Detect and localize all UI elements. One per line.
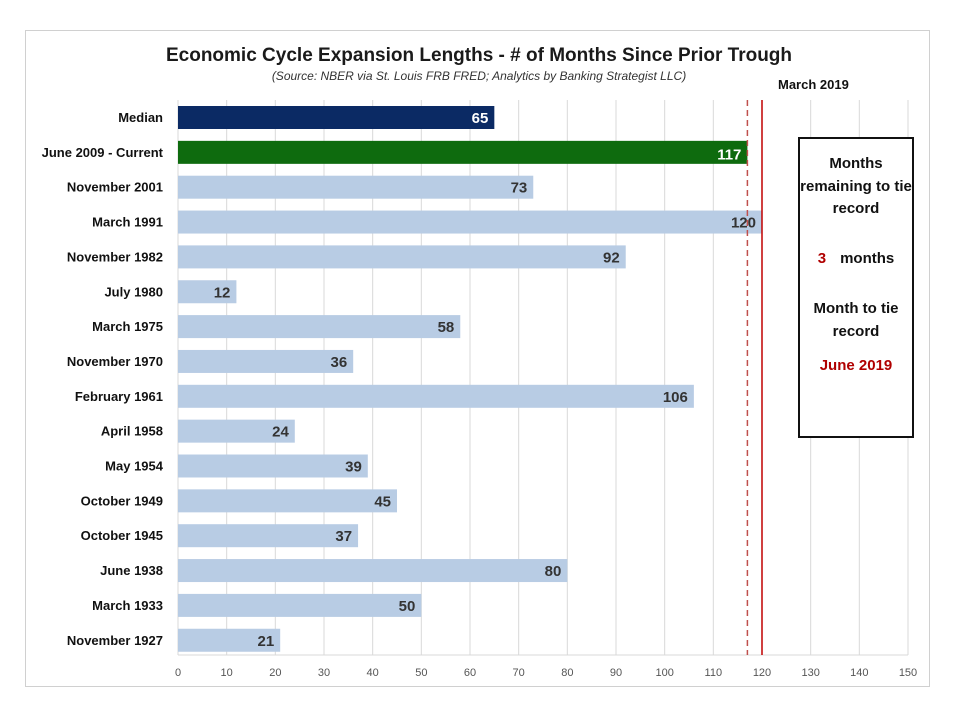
x-tick-label: 80: [561, 667, 573, 679]
months-remaining-value: 3 months: [800, 250, 912, 267]
bar-value-label: 24: [272, 424, 289, 441]
bar: [178, 106, 495, 129]
bar-value-label: 80: [545, 563, 562, 580]
bar-value-label: 37: [335, 528, 352, 545]
bar: [178, 489, 397, 513]
bar-value-label: 45: [374, 493, 391, 510]
category-label: March 1991: [92, 215, 163, 230]
bar: [178, 419, 295, 443]
x-tick-label: 140: [850, 667, 868, 679]
bar: [178, 559, 568, 583]
month-to-tie-label: Month to tie record: [813, 300, 899, 340]
chart-title: Economic Cycle Expansion Lengths - # of …: [166, 45, 792, 66]
bar: [178, 454, 368, 478]
reference-line-label: March 2019: [778, 77, 849, 92]
x-tick-label: 20: [269, 667, 281, 679]
x-tick-label: 10: [221, 667, 233, 679]
category-label: April 1958: [101, 424, 163, 439]
category-label: Median: [118, 110, 163, 125]
x-axis-ticks: 0 10 20 30 40 50 60 70 80 90 100 110 120 130 140 150: [175, 667, 917, 679]
x-tick-label: 90: [610, 667, 622, 679]
months-remaining-label: Months remaining to tie record: [800, 155, 912, 217]
bar-value-label: 36: [331, 354, 348, 371]
bar: [178, 315, 461, 339]
category-label: March 1933: [92, 598, 163, 613]
bar-value-label: 117: [717, 146, 741, 163]
bar: [178, 628, 281, 652]
x-tick-label: 60: [464, 667, 476, 679]
category-label: March 1975: [92, 319, 163, 334]
month-to-tie-value: June 2019: [819, 357, 893, 374]
x-tick-label: 120: [753, 667, 771, 679]
x-tick-label: 110: [705, 667, 723, 679]
category-label: February 1961: [75, 389, 163, 404]
reference-lines: March 2019: [746, 77, 849, 655]
chart-subtitle: (Source: NBER via St. Louis FRB FRED; An…: [272, 69, 686, 83]
bar: [178, 349, 354, 373]
category-label: May 1954: [105, 459, 164, 474]
category-label: November 2001: [67, 180, 163, 195]
category-label: June 2009 - Current: [42, 145, 164, 160]
bar: [178, 280, 237, 304]
category-label: October 1945: [81, 528, 163, 543]
bar: [178, 245, 626, 269]
bar-value-label: 39: [345, 459, 362, 476]
category-label: November 1970: [67, 354, 163, 369]
category-label: November 1982: [67, 249, 163, 264]
bar: [178, 524, 359, 548]
remaining-number: 3: [817, 250, 827, 267]
bar: [178, 593, 422, 617]
category-label: November 1927: [67, 633, 163, 648]
x-tick-label: 70: [513, 667, 525, 679]
record-info-box: Months remaining to tie record 3 months M…: [798, 137, 914, 438]
category-label: June 1938: [100, 563, 163, 578]
x-tick-label: 150: [899, 667, 917, 679]
bar-value-label: 106: [663, 389, 688, 406]
bar-value-label: 21: [258, 633, 275, 650]
x-tick-label: 130: [801, 667, 819, 679]
bar: [178, 210, 762, 234]
bar: [178, 384, 694, 408]
bar-value-label: 58: [438, 319, 455, 336]
x-tick-label: 100: [655, 667, 673, 679]
bar-value-label: 65: [472, 110, 489, 127]
category-label: October 1949: [81, 493, 163, 508]
bar-value-label: 92: [603, 249, 620, 266]
bar: [178, 140, 748, 164]
bar-value-label: 12: [214, 284, 231, 301]
bar-value-label: 50: [399, 598, 416, 615]
bar-value-label: 120: [731, 215, 756, 232]
category-labels: Median June 2009 - Current November 2001 Ma…: [42, 110, 164, 648]
bar: [178, 175, 534, 199]
x-tick-label: 30: [318, 667, 330, 679]
x-tick-label: 40: [367, 667, 379, 679]
x-tick-label: 0: [175, 667, 181, 679]
bars: 65 117 73 120 92 12 58 36 106 24 39 45 37 80 50 21: [178, 106, 762, 652]
bar-value-label: 73: [511, 180, 528, 197]
category-label: July 1980: [104, 284, 163, 299]
x-tick-label: 50: [415, 667, 427, 679]
remaining-unit: months: [840, 250, 895, 267]
